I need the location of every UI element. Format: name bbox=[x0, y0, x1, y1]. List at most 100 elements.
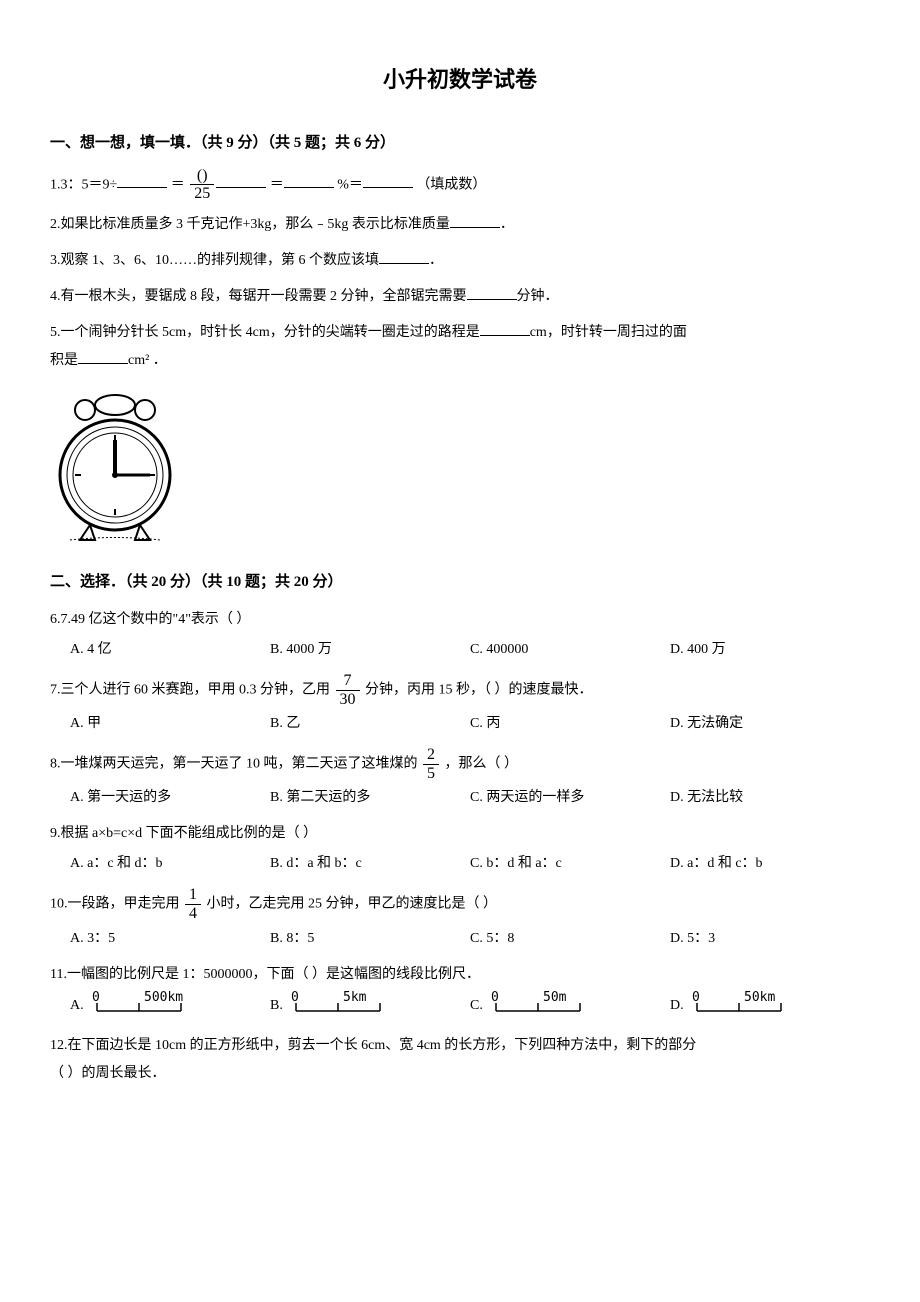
svg-text:500km: 500km bbox=[144, 990, 183, 1005]
denominator: 25 bbox=[190, 185, 214, 203]
question-1: 1.3：5＝9÷ ＝ () 25 ＝ %＝ （填成数） bbox=[50, 167, 870, 203]
option-a: A. a：c 和 d：b bbox=[70, 850, 270, 878]
q1-suffix: （填成数） bbox=[416, 177, 486, 192]
q6-text: 6.7.49 亿这个数中的"4"表示（ ） bbox=[50, 606, 870, 634]
q11-text: 11.一幅图的比例尺是 1：5000000，下面（ ）是这幅图的线段比例尺． bbox=[50, 961, 870, 989]
q3-suffix: ． bbox=[429, 253, 443, 268]
option-c: C. 5：8 bbox=[470, 925, 670, 953]
option-b: B. 乙 bbox=[270, 710, 470, 738]
q5-line2-suffix: cm² ． bbox=[128, 353, 167, 368]
option-c: C. b：d 和 a：c bbox=[470, 850, 670, 878]
option-b: B. d：a 和 b：c bbox=[270, 850, 470, 878]
q7-suffix: 分钟，丙用 15 秒，（ ）的速度最快． bbox=[365, 682, 593, 697]
option-a-label: A. bbox=[70, 992, 84, 1020]
numerator: () bbox=[190, 167, 214, 186]
option-c: C. 0 50m bbox=[470, 989, 670, 1024]
svg-text:5km: 5km bbox=[343, 990, 367, 1005]
section-1-header: 一、想一想，填一填．（共 9 分）（共 5 题；共 6 分） bbox=[50, 130, 870, 157]
option-a: A. 4 亿 bbox=[70, 636, 270, 664]
option-d: D. 400 万 bbox=[670, 636, 870, 664]
fraction-2-5: 2 5 bbox=[423, 746, 439, 782]
question-3: 3.观察 1、3、6、10……的排列规律，第 6 个数应该填 ． bbox=[50, 247, 870, 275]
svg-text:50km: 50km bbox=[744, 990, 775, 1005]
question-12: 12.在下面边长是 10cm 的正方形纸中，剪去一个长 6cm、宽 4cm 的长… bbox=[50, 1032, 870, 1088]
fraction-25: () 25 bbox=[190, 167, 214, 203]
fraction-7-30: 7 30 bbox=[336, 672, 360, 708]
option-c: C. 400000 bbox=[470, 636, 670, 664]
svg-text:50m: 50m bbox=[543, 990, 567, 1005]
option-d: D. 0 50km bbox=[670, 989, 870, 1024]
q2-suffix: ． bbox=[500, 217, 514, 232]
q1-mid: ＝ bbox=[270, 177, 284, 192]
q1-prefix: 1.3：5＝9÷ bbox=[50, 177, 117, 192]
question-6: 6.7.49 亿这个数中的"4"表示（ ） A. 4 亿 B. 4000 万 C… bbox=[50, 606, 870, 664]
svg-text:0: 0 bbox=[92, 990, 100, 1005]
blank bbox=[216, 172, 266, 188]
question-4: 4.有一根木头，要锯成 8 段，每锯开一段需要 2 分钟，全部锯完需要 分钟． bbox=[50, 283, 870, 311]
option-c-label: C. bbox=[470, 992, 483, 1020]
q4-prefix: 4.有一根木头，要锯成 8 段，每锯开一段需要 2 分钟，全部锯完需要 bbox=[50, 289, 467, 304]
q8-suffix: ，那么（ ） bbox=[445, 756, 519, 771]
svg-text:0: 0 bbox=[291, 990, 299, 1005]
option-a: A. 3：5 bbox=[70, 925, 270, 953]
q10-prefix: 10.一段路，甲走完用 bbox=[50, 897, 183, 912]
blank bbox=[379, 248, 429, 264]
scale-ruler-icon: 0 50km bbox=[689, 989, 789, 1024]
question-2: 2.如果比标准质量多 3 千克记作+3kg，那么﹣5kg 表示比标准质量 ． bbox=[50, 211, 870, 239]
svg-text:0: 0 bbox=[692, 990, 700, 1005]
question-11: 11.一幅图的比例尺是 1：5000000，下面（ ）是这幅图的线段比例尺． A… bbox=[50, 961, 870, 1024]
q5-line1-prefix: 5.一个闹钟分针长 5cm，时针长 4cm，分针的尖端转一圈走过的路程是 bbox=[50, 325, 480, 340]
scale-ruler-icon: 0 500km bbox=[89, 989, 199, 1024]
blank bbox=[117, 172, 167, 188]
page-title: 小升初数学试卷 bbox=[50, 60, 870, 100]
option-a: A. 第一天运的多 bbox=[70, 784, 270, 812]
fraction-1-4: 1 4 bbox=[185, 886, 201, 922]
question-9: 9.根据 a×b=c×d 下面不能组成比例的是（ ） A. a：c 和 d：b … bbox=[50, 820, 870, 878]
denominator: 30 bbox=[336, 691, 360, 709]
q8-prefix: 8.一堆煤两天运完，第一天运了 10 吨，第二天运了这堆煤的 bbox=[50, 756, 421, 771]
blank bbox=[450, 212, 500, 228]
option-c: C. 丙 bbox=[470, 710, 670, 738]
q12-line1: 12.在下面边长是 10cm 的正方形纸中，剪去一个长 6cm、宽 4cm 的长… bbox=[50, 1032, 870, 1060]
blank bbox=[363, 172, 413, 188]
numerator: 1 bbox=[185, 886, 201, 905]
option-d: D. 无法确定 bbox=[670, 710, 870, 738]
option-c: C. 两天运的一样多 bbox=[470, 784, 670, 812]
option-b: B. 第二天运的多 bbox=[270, 784, 470, 812]
option-b: B. 4000 万 bbox=[270, 636, 470, 664]
question-10: 10.一段路，甲走完用 1 4 小时，乙走完用 25 分钟，甲乙的速度比是（ ）… bbox=[50, 886, 870, 952]
scale-ruler-icon: 0 50m bbox=[488, 989, 588, 1024]
blank bbox=[284, 172, 334, 188]
numerator: 2 bbox=[423, 746, 439, 765]
numerator: 7 bbox=[336, 672, 360, 691]
section-2-header: 二、选择．（共 20 分）（共 10 题；共 20 分） bbox=[50, 569, 870, 596]
q1-eq: ＝ bbox=[171, 177, 185, 192]
question-8: 8.一堆煤两天运完，第一天运了 10 吨，第二天运了这堆煤的 2 5 ，那么（ … bbox=[50, 746, 870, 812]
option-b: B. 8：5 bbox=[270, 925, 470, 953]
blank bbox=[78, 348, 128, 364]
q10-suffix: 小时，乙走完用 25 分钟，甲乙的速度比是（ ） bbox=[207, 897, 498, 912]
scale-ruler-icon: 0 5km bbox=[288, 989, 388, 1024]
clock-image bbox=[50, 385, 870, 554]
q12-line2: （ ）的周长最长． bbox=[50, 1060, 870, 1088]
denominator: 5 bbox=[423, 765, 439, 783]
option-d: D. 无法比较 bbox=[670, 784, 870, 812]
denominator: 4 bbox=[185, 905, 201, 923]
option-b-label: B. bbox=[270, 992, 283, 1020]
option-d: D. 5：3 bbox=[670, 925, 870, 953]
option-a: A. 甲 bbox=[70, 710, 270, 738]
blank bbox=[480, 320, 530, 336]
question-7: 7.三个人进行 60 米赛跑，甲用 0.3 分钟，乙用 7 30 分钟，丙用 1… bbox=[50, 672, 870, 738]
option-d: D. a：d 和 c：b bbox=[670, 850, 870, 878]
q3-prefix: 3.观察 1、3、6、10……的排列规律，第 6 个数应该填 bbox=[50, 253, 379, 268]
q5-line2-prefix: 积是 bbox=[50, 353, 78, 368]
q9-text: 9.根据 a×b=c×d 下面不能组成比例的是（ ） bbox=[50, 820, 870, 848]
q2-prefix: 2.如果比标准质量多 3 千克记作+3kg，那么﹣5kg 表示比标准质量 bbox=[50, 217, 450, 232]
option-b: B. 0 5km bbox=[270, 989, 470, 1024]
option-d-label: D. bbox=[670, 992, 684, 1020]
svg-text:0: 0 bbox=[491, 990, 499, 1005]
q4-suffix: 分钟． bbox=[517, 289, 559, 304]
q7-prefix: 7.三个人进行 60 米赛跑，甲用 0.3 分钟，乙用 bbox=[50, 682, 334, 697]
question-5: 5.一个闹钟分针长 5cm，时针长 4cm，分针的尖端转一圈走过的路程是cm，时… bbox=[50, 319, 870, 375]
q1-pct: %＝ bbox=[337, 177, 363, 192]
